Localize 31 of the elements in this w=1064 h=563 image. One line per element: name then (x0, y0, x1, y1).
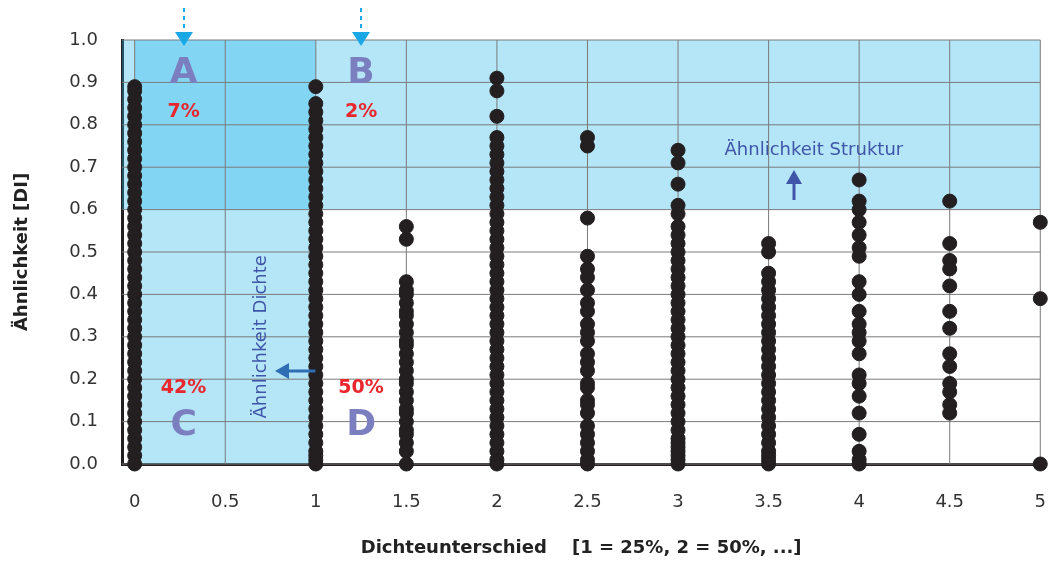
x-tick-label: 3 (672, 490, 684, 512)
y-tick-label: 0.7 (69, 154, 98, 176)
y-tick-label: 0.6 (69, 197, 98, 219)
annotation: Ähnlichkeit Dichte (249, 255, 271, 419)
y-tick-label: 0.0 (69, 451, 98, 473)
x-tick-label: 4 (853, 490, 865, 512)
annotation: 2% (344, 99, 378, 122)
y-tick-label: 0.4 (69, 282, 98, 304)
y-tick-label: 0.5 (69, 239, 98, 261)
y-axis-title: Ähnlichkeit [DI] (10, 172, 32, 332)
y-tick-label: 0.2 (69, 366, 98, 388)
y-tick-label: 0.1 (69, 409, 98, 431)
annotation: A (169, 50, 198, 92)
x-tick-label: 1.5 (392, 490, 421, 512)
x-tick-label: 3.5 (754, 490, 783, 512)
annotation: 42% (160, 374, 207, 397)
x-tick-label: 0 (128, 490, 141, 512)
y-tick-label: 0.9 (69, 70, 98, 92)
x-tick-label: 5 (1034, 490, 1046, 512)
x-tick-label: 2.5 (573, 490, 602, 512)
x-axis-title: Dichteunterschied [1 = 25%, 2 = 50%, ...] (360, 535, 802, 557)
y-tick-label: 0.8 (69, 112, 98, 134)
annotation: 7% (167, 99, 200, 122)
annotation: B (347, 50, 375, 92)
annotation: 50% (338, 374, 384, 397)
x-tick-label: 1 (310, 490, 322, 512)
y-tick-label: 1.0 (69, 27, 98, 49)
x-tick-label: 2 (491, 490, 503, 512)
y-tick-label: 0.3 (69, 324, 98, 346)
x-tick-label: 0.5 (210, 490, 240, 512)
x-tick-label: 4.5 (935, 490, 965, 512)
